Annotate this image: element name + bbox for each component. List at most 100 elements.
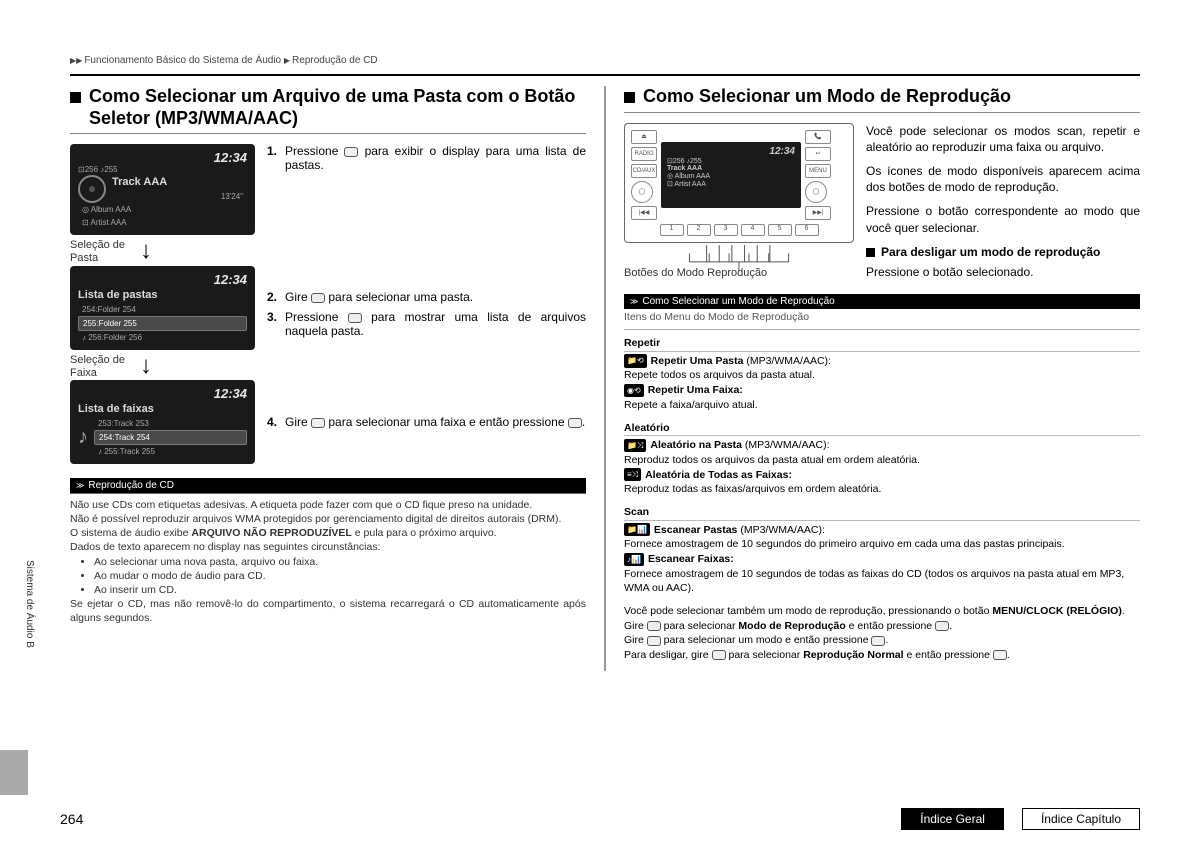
menu-items-title: Itens do Menu do Modo de Reprodução — [624, 309, 1140, 330]
press-icon — [993, 650, 1007, 660]
press-icon — [344, 147, 358, 157]
step-2: 2. Gire para selecionar uma pasta. — [267, 290, 586, 304]
breadcrumb-1: Funcionamento Básico do Sistema de Áudio — [84, 55, 281, 66]
radio-radio-btn: RADIO — [631, 147, 657, 161]
aleat-title: Aleatório — [624, 421, 1140, 437]
right-info-header: ≫Como Selecionar um Modo de Reprodução — [624, 294, 1140, 309]
rotate-icon — [311, 418, 325, 428]
ale-l2a: Aleatória de Todas as Faixas: — [645, 469, 792, 481]
step-4: 4. Gire para selecionar uma faixa e entã… — [267, 415, 586, 429]
rotate-icon — [647, 636, 661, 646]
mode-aleatorio: Aleatório 📁⤨Aleatório na Pasta (MP3/WMA/… — [624, 421, 1140, 497]
right-intro-text: Você pode selecionar os modos scan, repe… — [866, 123, 1140, 281]
bullet-icon — [624, 92, 635, 103]
scan-l1c: Fornece amostragem de 10 segundos do pri… — [624, 537, 1140, 552]
scan-l2b: Fornece amostragem de 10 segundos de tod… — [624, 567, 1140, 596]
mode-bottom: Você pode selecionar também um modo de r… — [624, 604, 1140, 663]
bp2b: para selecionar — [661, 620, 739, 632]
info-p3a: O sistema de áudio exibe — [70, 527, 191, 539]
steps-col: 1. Pressione para exibir o display para … — [267, 144, 586, 468]
track-repeat-icon: ◉⟲ — [624, 384, 644, 397]
index-chapter-button[interactable]: Índice Capítulo — [1022, 808, 1140, 830]
ale-l1c: Reproduz todos os arquivos da pasta atua… — [624, 453, 1140, 468]
info-p3c: e pula para o próximo arquivo. — [352, 527, 497, 539]
gray-tab — [0, 750, 28, 795]
radio-diagram-col: ⏏ RADIO CD/AUX ◯ |◀◀ 12:34 ⊡256 ♪255 Tra… — [624, 123, 854, 281]
track-scan-icon: ♪📊 — [624, 553, 644, 566]
bp4e: . — [1007, 649, 1010, 661]
info-p1: Não use CDs com etiquetas adesivas. A et… — [70, 498, 586, 512]
bp3c: . — [885, 634, 888, 646]
screen2-r2: 255:Folder 255 — [78, 316, 247, 331]
ale-l1a: Aleatório na Pasta — [650, 439, 742, 451]
step4-num: 4. — [267, 415, 285, 429]
label-track-select: Seleção de Faixa — [70, 354, 140, 380]
radio-diagram: ⏏ RADIO CD/AUX ◯ |◀◀ 12:34 ⊡256 ♪255 Tra… — [624, 123, 854, 243]
right-title: Como Selecionar um Modo de Reprodução — [643, 86, 1011, 108]
step-3: 3. Pressione para mostrar uma lista de a… — [267, 310, 586, 338]
folder-repeat-icon: 📁⟲ — [624, 354, 647, 367]
rotate-icon — [712, 650, 726, 660]
screen3-hdr: Lista de faixas — [78, 403, 247, 415]
left-section-header: Como Selecionar um Arquivo de uma Pasta … — [70, 86, 586, 134]
index-general-button[interactable]: Índice Geral — [901, 808, 1004, 830]
info-p4: Dados de texto aparecem no display nas s… — [70, 540, 586, 554]
screen2-time: 12:34 — [78, 272, 247, 287]
folder-random-icon: 📁⤨ — [624, 439, 646, 452]
intro-3: Pressione o botão correspondente ao modo… — [866, 203, 1140, 235]
rep-l2a: Repetir Uma Faixa: — [648, 384, 743, 396]
repetir-title: Repetir — [624, 336, 1140, 352]
left-column: Como Selecionar um Arquivo de uma Pasta … — [70, 86, 586, 671]
top-divider — [70, 74, 1140, 76]
pointer-lines: │ │ │ │ │ │└─┴─┴┬┴─┴─┘ — [624, 249, 854, 265]
rep-l1b: (MP3/WMA/AAC): — [743, 355, 831, 367]
bp2c: Modo de Reprodução — [738, 620, 845, 632]
bp2a: Gire — [624, 620, 647, 632]
footer-buttons: Índice Geral Índice Capítulo — [901, 808, 1140, 830]
screen2-hdr: Lista de pastas — [78, 289, 247, 301]
radio-album: ◎ Album AAA — [667, 172, 795, 180]
bp4a: Para desligar, gire — [624, 649, 712, 661]
bp4d: e então pressione — [904, 649, 993, 661]
scan-l1b: (MP3/WMA/AAC): — [737, 524, 825, 536]
press-icon — [935, 621, 949, 631]
screen-folders: 12:34 Lista de pastas 254:Folder 254 255… — [70, 266, 255, 350]
step1-a: Pressione — [285, 144, 344, 158]
folder-scan-icon: 📁📊 — [624, 523, 650, 536]
info-p2: Não é possível reproduzir arquivos WMA p… — [70, 512, 586, 526]
radio-time: 12:34 — [667, 146, 795, 157]
step2-b: para selecionar uma pasta. — [325, 290, 473, 304]
radio-prev-btn: |◀◀ — [631, 206, 657, 220]
bp4c: Reprodução Normal — [803, 649, 903, 661]
radio-cdaux-btn: CD/AUX — [631, 164, 657, 178]
radio-mini-screen: 12:34 ⊡256 ♪255 Track AAA ◎ Album AAA ⊡ … — [661, 142, 801, 208]
rep-l1c: Repete todos os arquivos da pasta atual. — [624, 368, 1140, 383]
radio-preset-4: 4 — [741, 224, 765, 236]
step3-num: 3. — [267, 310, 285, 338]
screen2-r3: ♪ 256:Folder 256 — [78, 331, 247, 344]
right-info-hdr-text: Como Selecionar um Modo de Reprodução — [642, 296, 834, 307]
arrow-down-icon: ↓ — [140, 241, 152, 261]
step3-a: Pressione — [285, 310, 348, 324]
bp1c: . — [1122, 605, 1125, 617]
radio-knob-left: ◯ — [631, 181, 653, 203]
radio-artist: ⊡ Artist AAA — [667, 180, 795, 188]
screen3-r3: ♪ 255:Track 255 — [94, 445, 247, 458]
side-tab: Sistema de Áudio B — [24, 560, 35, 648]
breadcrumb-2: Reprodução de CD — [292, 55, 378, 66]
radio-next-btn: ▶▶| — [805, 206, 831, 220]
sub-header: Para desligar um modo de reprodução — [881, 245, 1100, 259]
screen1-top: ⊡256 ♪255 — [78, 165, 247, 174]
page-number: 264 — [60, 811, 83, 827]
screen1-album: ◎ Album AAA — [78, 203, 247, 216]
left-title: Como Selecionar um Arquivo de uma Pasta … — [89, 86, 586, 129]
radio-preset-6: 6 — [795, 224, 819, 236]
breadcrumb: ▶▶Funcionamento Básico do Sistema de Áud… — [70, 55, 1140, 66]
mode-scan: Scan 📁📊Escanear Pastas (MP3/WMA/AAC): Fo… — [624, 505, 1140, 596]
left-info-body: Não use CDs com etiquetas adesivas. A et… — [70, 493, 586, 626]
bullet-icon — [70, 92, 81, 103]
radio-menu-btn: MENU — [805, 164, 831, 178]
all-random-icon: ≡⤨ — [624, 468, 641, 481]
info-li3: Ao inserir um CD. — [94, 583, 586, 597]
screen3-r1: 253:Track 253 — [94, 417, 247, 430]
